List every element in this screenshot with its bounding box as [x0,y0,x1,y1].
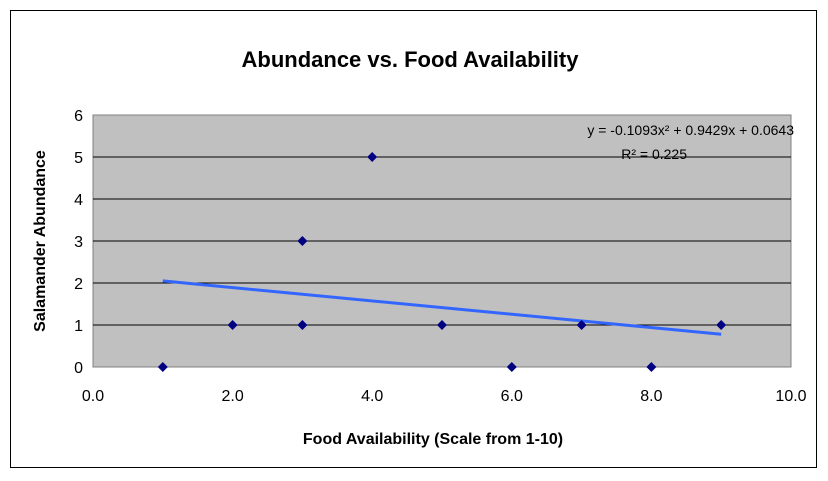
y-tick-label: 3 [74,234,83,251]
y-tick-label: 6 [74,108,83,125]
trendline [162,279,722,336]
x-tick-label: 8.0 [640,388,662,405]
data-point [716,320,727,330]
x-tick-label: 10.0 [775,388,806,405]
x-tick-labels: 0.0 2.0 4.0 6.0 8.0 10.0 [82,388,807,405]
data-point [437,320,447,330]
y-tick-label: 2 [74,276,83,293]
x-axis-label: Food Availability (Scale from 1-10) [303,431,563,448]
trendline-r-squared: R² = 0.225 [621,146,687,162]
data-point [157,362,168,372]
data-point [506,362,517,372]
y-tick-label: 1 [74,318,83,335]
y-axis-label: Salamander Abundance [32,150,49,332]
gridlines [93,156,791,326]
data-point [646,362,657,372]
x-tick-label: 4.0 [361,388,383,405]
data-point [367,152,378,162]
data-point [297,320,308,330]
data-points [157,152,727,372]
y-tick-label: 0 [74,360,83,377]
x-tick-label: 0.0 [82,388,104,405]
y-tick-label: 4 [74,192,83,209]
x-tick-label: 6.0 [501,388,523,405]
y-tick-labels: 0 1 2 3 4 5 6 [74,108,83,377]
data-point [297,236,308,246]
data-point [227,320,238,330]
trendline-equation: y = -0.1093x² + 0.9429x + 0.0643 [587,122,794,138]
data-point [576,320,587,330]
chart-title: Abundance vs. Food Availability [242,47,580,72]
y-tick-label: 5 [74,150,83,167]
chart-svg: Abundance vs. Food Availability 0123456 … [32,47,807,448]
x-tick-label: 2.0 [221,388,243,405]
